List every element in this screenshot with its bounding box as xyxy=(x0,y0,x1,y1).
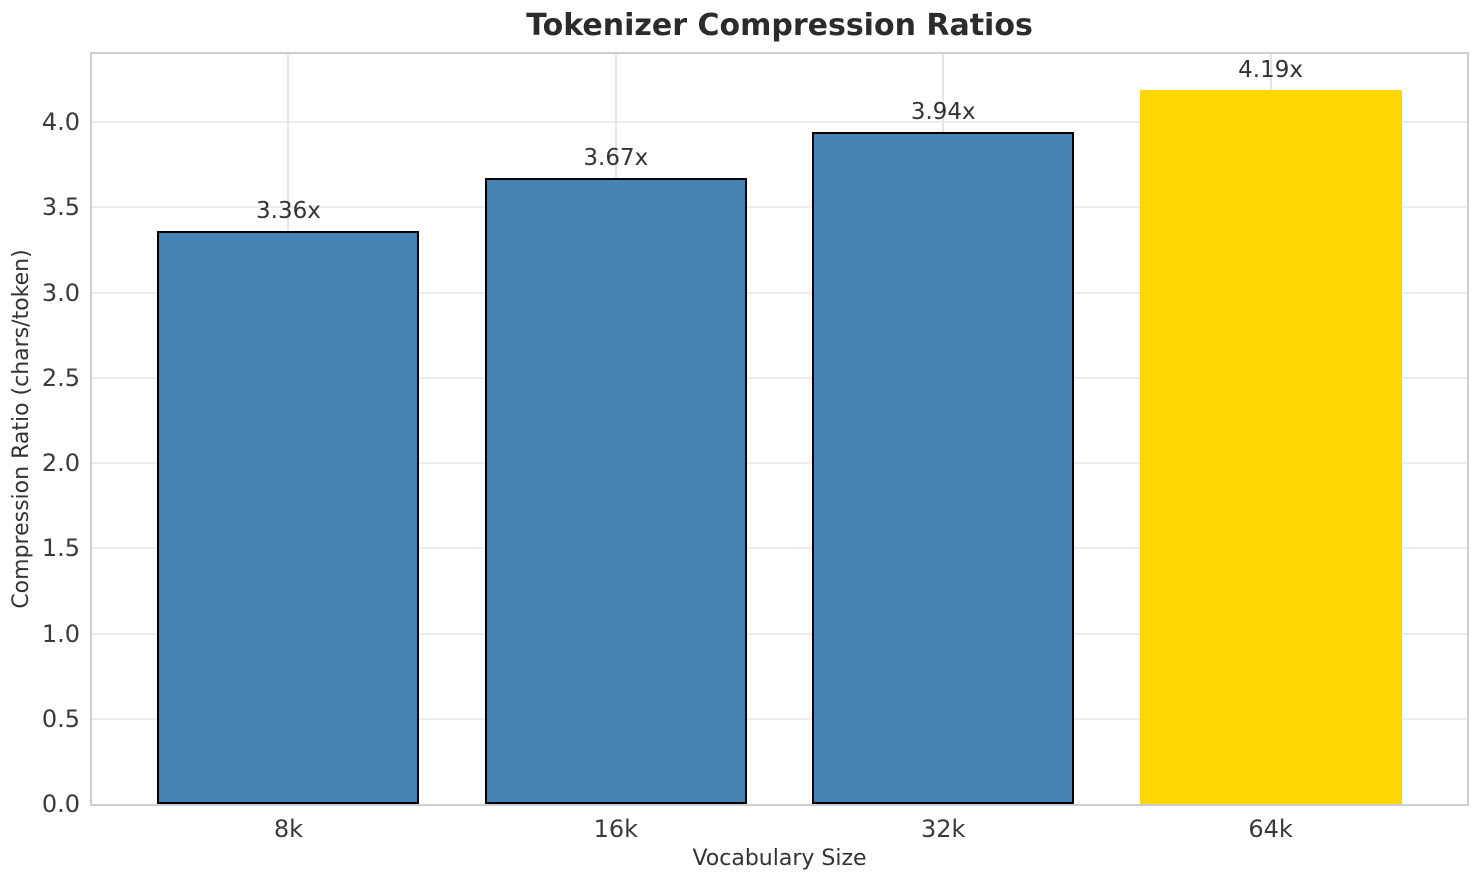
bar-16k xyxy=(484,178,747,804)
y-tick-label: 2.5 xyxy=(41,363,80,392)
y-grid-line xyxy=(92,717,1467,720)
bar-value-label: 3.94x xyxy=(910,99,976,126)
x-tick-label-32k: 32k xyxy=(920,815,966,843)
y-grid-line xyxy=(92,291,1467,294)
bar-32k xyxy=(812,132,1075,804)
x-tick-label-64k: 64k xyxy=(1248,815,1293,843)
y-tick-label: 0.5 xyxy=(41,704,80,733)
y-grid-line xyxy=(92,206,1467,209)
bar-8k xyxy=(157,231,420,804)
bar-value-label: 3.36x xyxy=(256,198,321,225)
y-axis-label-text: Compression Ratio (chars/token) xyxy=(9,249,35,609)
bar-value-label: 3.67x xyxy=(583,145,649,172)
y-tick-label: 2.0 xyxy=(41,449,80,478)
y-tick-label: 1.0 xyxy=(41,619,80,648)
bar-64k xyxy=(1139,89,1402,804)
y-grid-line xyxy=(92,376,1467,379)
chart-title: Tokenizer Compression Ratios xyxy=(526,8,1033,43)
y-grid-line xyxy=(92,547,1467,550)
y-tick-label: 0.0 xyxy=(41,790,80,818)
bar-value-label: 4.19x xyxy=(1238,56,1303,83)
y-grid-line xyxy=(92,121,1467,124)
y-tick-label: 1.5 xyxy=(41,534,80,563)
y-tick-label: 3.5 xyxy=(41,193,80,222)
x-axis-label: Vocabulary Size xyxy=(692,846,867,871)
x-tick-label-8k: 8k xyxy=(273,815,303,843)
x-tick-label-16k: 16k xyxy=(593,815,639,843)
y-tick-label: 3.0 xyxy=(41,278,80,307)
y-grid-line xyxy=(92,462,1467,465)
plot-area: 3.36x 3.67x 3.94x 4.19x xyxy=(90,52,1469,806)
y-tick-label: 4.0 xyxy=(41,108,80,137)
y-grid-line xyxy=(92,632,1467,635)
